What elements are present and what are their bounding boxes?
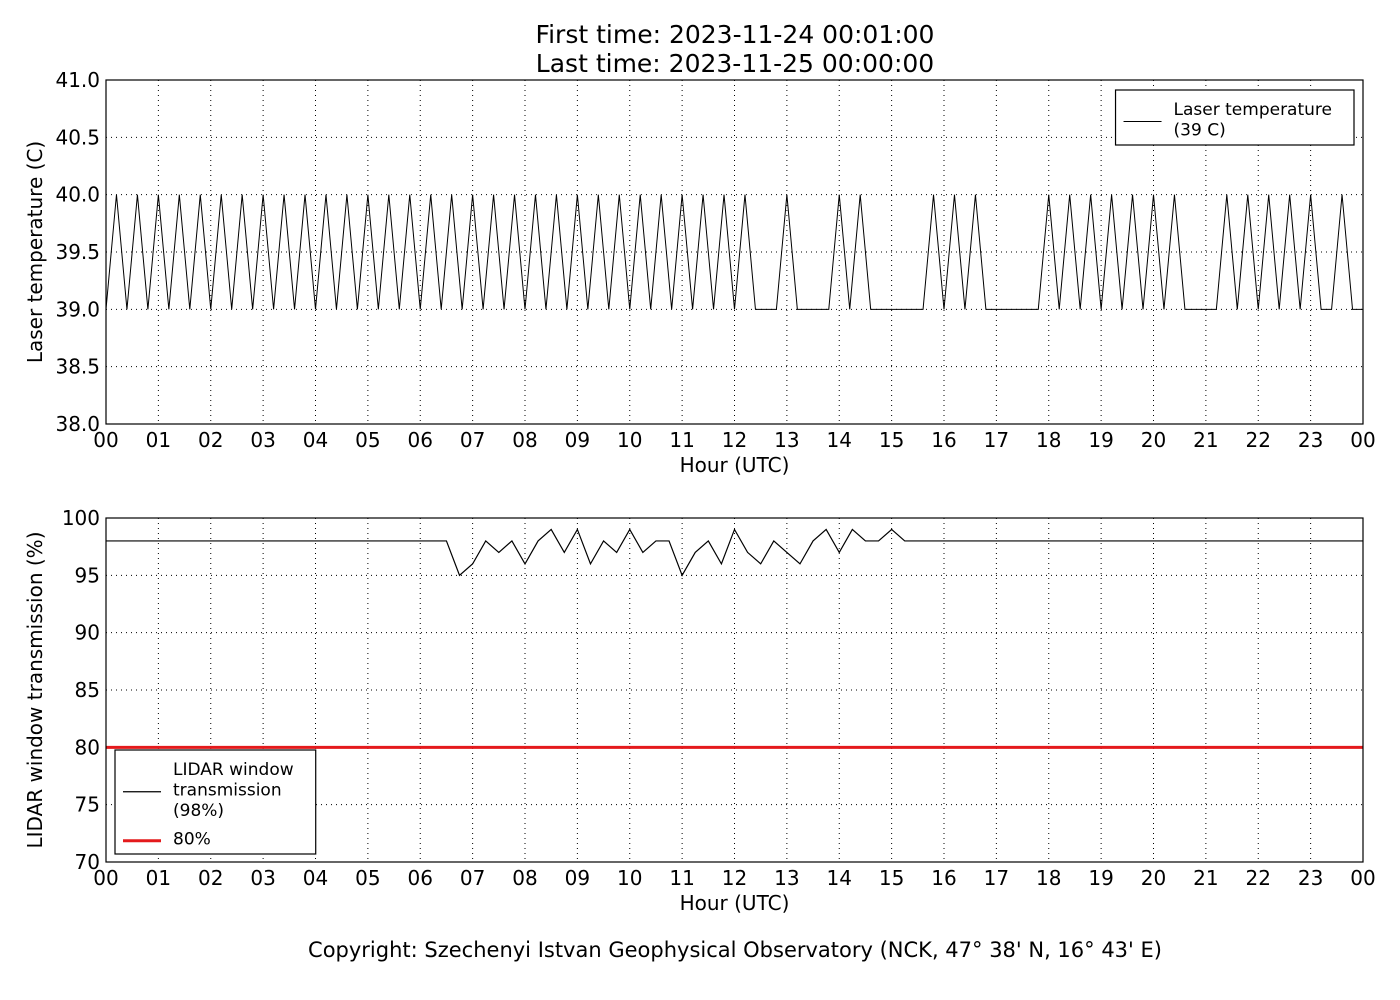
legend-label: 80% xyxy=(173,830,211,850)
x-tick-label: 13 xyxy=(774,866,799,890)
x-tick-label: 12 xyxy=(722,428,747,452)
legend-box xyxy=(114,749,317,855)
footer: Copyright: Szechenyi Istvan Geophysical … xyxy=(308,938,1162,962)
x-axis-label: Hour (UTC) xyxy=(680,891,790,915)
x-tick-label: 14 xyxy=(827,428,852,452)
x-tick-label: 20 xyxy=(1141,428,1166,452)
x-tick-label: 06 xyxy=(408,428,433,452)
y-tick-label: 38.5 xyxy=(55,355,100,379)
x-tick-label: 14 xyxy=(827,866,852,890)
y-tick-label: 70 xyxy=(75,850,100,874)
legend-label: LIDAR window transmission (98%) xyxy=(173,760,294,821)
title-line: Last time: 2023-11-25 00:00:00 xyxy=(536,49,934,78)
x-tick-label: 04 xyxy=(303,866,328,890)
x-tick-label: 18 xyxy=(1036,866,1061,890)
x-tick-label: 15 xyxy=(879,866,904,890)
legend-label: Laser temperature (39 C) xyxy=(1174,100,1332,140)
x-tick-label: 19 xyxy=(1088,866,1113,890)
x-tick-label: 03 xyxy=(250,866,275,890)
x-tick-label: 09 xyxy=(565,428,590,452)
x-tick-label: 21 xyxy=(1193,866,1218,890)
y-axis-label: Laser temperature (C) xyxy=(23,141,47,363)
y-tick-label: 41.0 xyxy=(55,68,100,92)
y-axis-label: LIDAR window transmission (%) xyxy=(23,532,47,849)
y-tick-label: 85 xyxy=(75,678,100,702)
x-tick-label: 17 xyxy=(984,866,1009,890)
x-tick-label: 02 xyxy=(198,428,223,452)
plot-frame xyxy=(105,517,1364,863)
x-tick-label: 16 xyxy=(931,428,956,452)
plot-frame xyxy=(105,79,1364,425)
x-tick-label: 09 xyxy=(565,866,590,890)
x-tick-label: 00 xyxy=(1350,866,1375,890)
y-tick-label: 95 xyxy=(75,563,100,587)
x-tick-label: 20 xyxy=(1141,866,1166,890)
legend-box xyxy=(1114,89,1355,146)
x-tick-label: 05 xyxy=(355,866,380,890)
x-tick-label: 11 xyxy=(669,866,694,890)
x-tick-label: 19 xyxy=(1088,428,1113,452)
x-tick-label: 00 xyxy=(93,428,118,452)
x-tick-label: 22 xyxy=(1246,428,1271,452)
y-tick-label: 39.5 xyxy=(55,240,100,264)
x-tick-label: 23 xyxy=(1298,866,1323,890)
x-tick-label: 18 xyxy=(1036,428,1061,452)
x-tick-label: 03 xyxy=(250,428,275,452)
x-axis-label: Hour (UTC) xyxy=(680,453,790,477)
x-tick-label: 06 xyxy=(408,866,433,890)
y-tick-label: 80 xyxy=(75,735,100,759)
y-tick-label: 39.0 xyxy=(55,297,100,321)
x-tick-label: 15 xyxy=(879,428,904,452)
y-tick-label: 40.5 xyxy=(55,125,100,149)
x-tick-label: 11 xyxy=(669,428,694,452)
legend: Laser temperature (39 C) xyxy=(1114,89,1355,146)
x-tick-label: 10 xyxy=(617,428,642,452)
x-tick-label: 08 xyxy=(512,428,537,452)
y-tick-label: 38.0 xyxy=(55,412,100,436)
x-tick-label: 04 xyxy=(303,428,328,452)
series-line xyxy=(106,528,1363,577)
x-tick-label: 12 xyxy=(722,866,747,890)
x-tick-label: 01 xyxy=(146,428,171,452)
y-tick-label: 75 xyxy=(75,793,100,817)
x-tick-label: 01 xyxy=(146,866,171,890)
x-tick-label: 16 xyxy=(931,866,956,890)
title-line: First time: 2023-11-24 00:01:00 xyxy=(536,20,935,49)
x-tick-label: 07 xyxy=(460,428,485,452)
x-tick-label: 05 xyxy=(355,428,380,452)
y-tick-label: 100 xyxy=(62,506,100,530)
x-tick-label: 21 xyxy=(1193,428,1218,452)
x-tick-label: 00 xyxy=(93,866,118,890)
x-tick-label: 02 xyxy=(198,866,223,890)
x-tick-label: 23 xyxy=(1298,428,1323,452)
x-tick-label: 00 xyxy=(1350,428,1375,452)
x-tick-label: 10 xyxy=(617,866,642,890)
x-tick-label: 13 xyxy=(774,428,799,452)
legend: LIDAR window transmission (98%) 80% xyxy=(114,749,317,855)
x-tick-label: 08 xyxy=(512,866,537,890)
x-tick-label: 22 xyxy=(1246,866,1271,890)
x-tick-label: 17 xyxy=(984,428,1009,452)
y-tick-label: 90 xyxy=(75,621,100,645)
y-tick-label: 40.0 xyxy=(55,183,100,207)
x-tick-label: 07 xyxy=(460,866,485,890)
series-line xyxy=(105,194,1363,310)
